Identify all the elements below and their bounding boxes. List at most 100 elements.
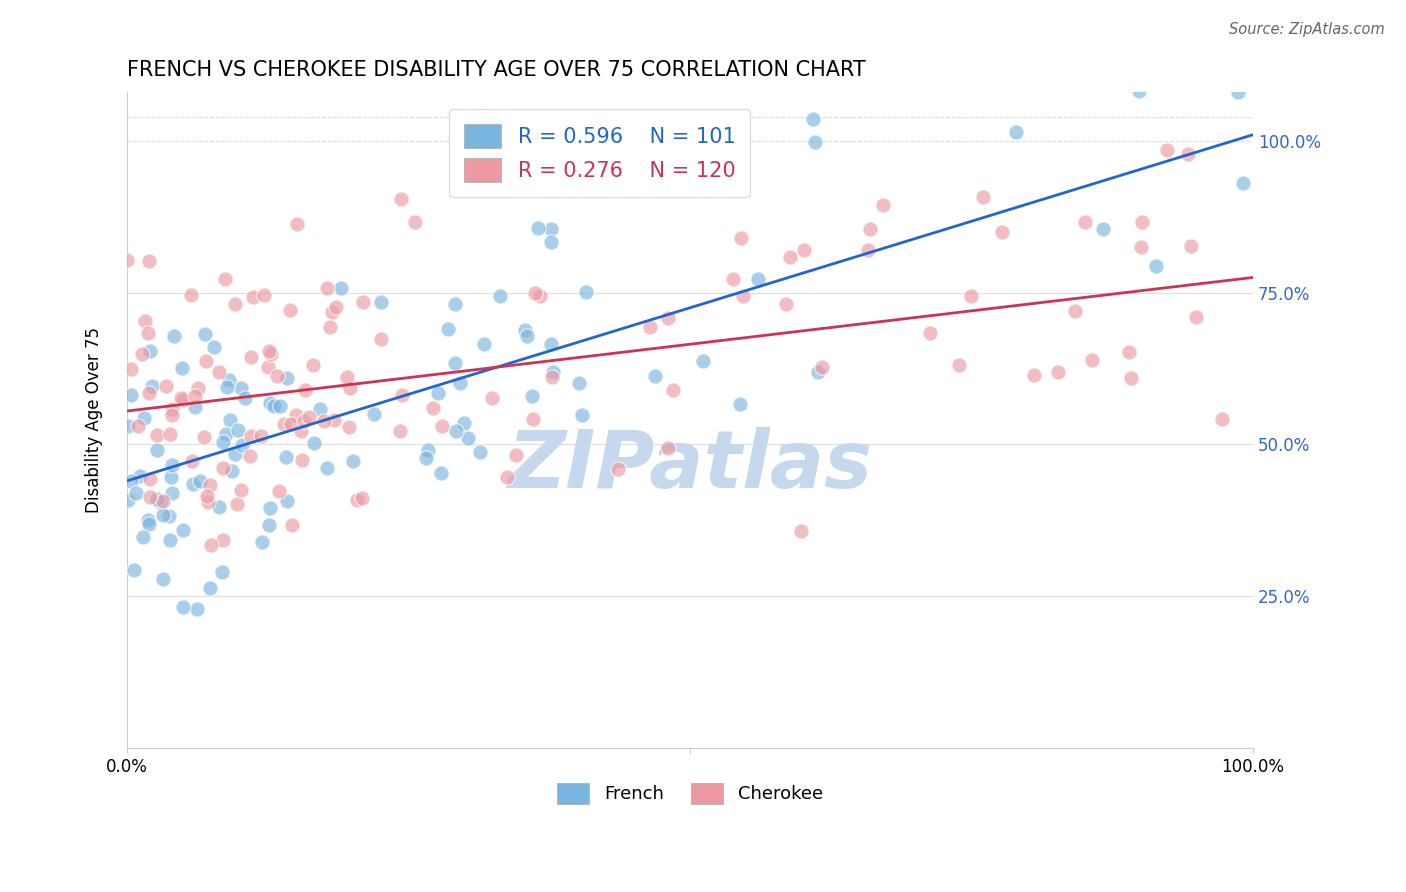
Point xyxy=(138,385,160,400)
Point xyxy=(801,112,824,127)
Point xyxy=(276,494,298,508)
Point xyxy=(274,450,297,464)
Point xyxy=(162,485,184,500)
Point xyxy=(218,413,240,427)
Point xyxy=(294,384,316,398)
Point xyxy=(321,304,343,318)
Point xyxy=(269,399,291,413)
Point xyxy=(138,254,160,268)
Point xyxy=(1080,352,1102,367)
Point xyxy=(212,533,235,547)
Point xyxy=(120,475,142,489)
Point xyxy=(793,244,815,258)
Point xyxy=(257,343,280,358)
Text: FRENCH VS CHEROKEE DISABILITY AGE OVER 75 CORRELATION CHART: FRENCH VS CHEROKEE DISABILITY AGE OVER 7… xyxy=(127,60,866,79)
Point xyxy=(224,447,246,461)
Point xyxy=(444,424,467,438)
Point xyxy=(430,418,453,433)
Point xyxy=(240,350,263,364)
Point xyxy=(224,297,246,311)
Point xyxy=(188,474,211,488)
Point xyxy=(229,381,252,395)
Point xyxy=(522,411,544,425)
Point xyxy=(474,337,496,351)
Point xyxy=(195,353,218,368)
Point xyxy=(163,328,186,343)
Point xyxy=(242,289,264,303)
Point xyxy=(859,221,882,235)
Point xyxy=(197,494,219,508)
Point xyxy=(728,397,751,411)
Point xyxy=(790,524,813,538)
Point xyxy=(155,379,177,393)
Point xyxy=(160,458,183,472)
Point xyxy=(250,534,273,549)
Point xyxy=(280,417,302,432)
Point xyxy=(316,281,339,295)
Point xyxy=(457,431,479,445)
Point xyxy=(172,392,194,407)
Point xyxy=(540,337,562,351)
Point xyxy=(120,388,142,402)
Point xyxy=(352,294,374,309)
Point xyxy=(540,221,562,235)
Point xyxy=(266,369,288,384)
Point xyxy=(1180,239,1202,253)
Point xyxy=(229,483,252,497)
Point xyxy=(139,472,162,486)
Point xyxy=(160,408,183,422)
Point xyxy=(872,198,894,212)
Point xyxy=(291,453,314,467)
Point xyxy=(208,365,231,379)
Point xyxy=(202,340,225,354)
Point xyxy=(290,424,312,438)
Point xyxy=(132,530,155,544)
Point xyxy=(972,190,994,204)
Point xyxy=(146,442,169,457)
Point xyxy=(208,500,231,514)
Point xyxy=(418,443,440,458)
Point xyxy=(170,361,193,376)
Point xyxy=(336,369,359,384)
Point xyxy=(122,563,145,577)
Point xyxy=(117,418,139,433)
Point xyxy=(221,464,243,478)
Point xyxy=(449,376,471,390)
Point xyxy=(1091,222,1114,236)
Point xyxy=(215,380,238,394)
Point xyxy=(211,565,233,579)
Point xyxy=(149,494,172,508)
Point xyxy=(427,386,450,401)
Point xyxy=(186,602,208,616)
Point xyxy=(526,221,548,235)
Point xyxy=(127,419,149,434)
Point xyxy=(193,429,215,443)
Point xyxy=(184,389,207,403)
Point xyxy=(136,513,159,527)
Point xyxy=(226,423,249,437)
Point xyxy=(529,289,551,303)
Point xyxy=(468,178,491,192)
Point xyxy=(1073,215,1095,229)
Point xyxy=(330,281,353,295)
Point xyxy=(172,600,194,615)
Point xyxy=(195,489,218,503)
Point xyxy=(568,376,591,390)
Point xyxy=(212,435,235,450)
Point xyxy=(276,371,298,385)
Point xyxy=(184,401,207,415)
Point xyxy=(180,288,202,302)
Point xyxy=(1232,176,1254,190)
Point xyxy=(160,401,183,416)
Point xyxy=(1144,259,1167,273)
Point xyxy=(575,285,598,299)
Point xyxy=(543,365,565,379)
Point xyxy=(226,497,249,511)
Point xyxy=(363,407,385,421)
Point xyxy=(1119,371,1142,385)
Point xyxy=(292,414,315,428)
Point xyxy=(136,326,159,340)
Point xyxy=(811,359,834,374)
Point xyxy=(1227,85,1250,99)
Point xyxy=(959,289,981,303)
